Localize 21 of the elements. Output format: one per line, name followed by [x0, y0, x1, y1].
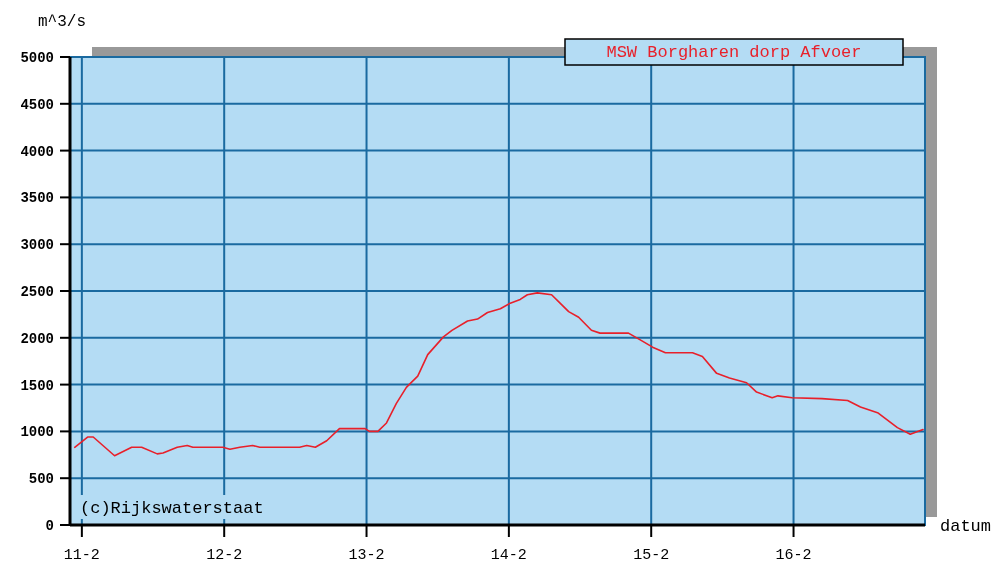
text: MSW Borgharen dorp Afvoer [606, 43, 862, 62]
x-tick-label: 11-2 [63, 547, 100, 564]
y-tick-label: 1500 [20, 377, 54, 394]
y-tick-label: 0 [45, 518, 54, 534]
y-tick-label: 1000 [20, 424, 54, 441]
x-tick-label: 15-2 [633, 547, 670, 564]
y-axis-title: m^3/s [38, 13, 87, 31]
y-tick-label: 2500 [20, 284, 54, 300]
y-tick-label: 2000 [20, 330, 54, 347]
x-axis-title: datum [940, 517, 992, 536]
x-tick-label: 14-2 [490, 547, 527, 564]
x-tick-label: 13-2 [348, 547, 385, 564]
x-tick-label: 16-2 [775, 547, 812, 564]
x-tick-label: 12-2 [206, 547, 243, 564]
y-tick-label: 5000 [20, 50, 54, 66]
y-tick-label: 3000 [20, 237, 54, 254]
annotation: (c)Rijkswaterstaat [80, 499, 264, 518]
y-tick-label: 500 [28, 471, 54, 488]
y-tick-label: 4500 [20, 96, 54, 113]
y-tick-label: 4000 [20, 143, 54, 160]
y-tick-label: 3500 [20, 190, 54, 207]
